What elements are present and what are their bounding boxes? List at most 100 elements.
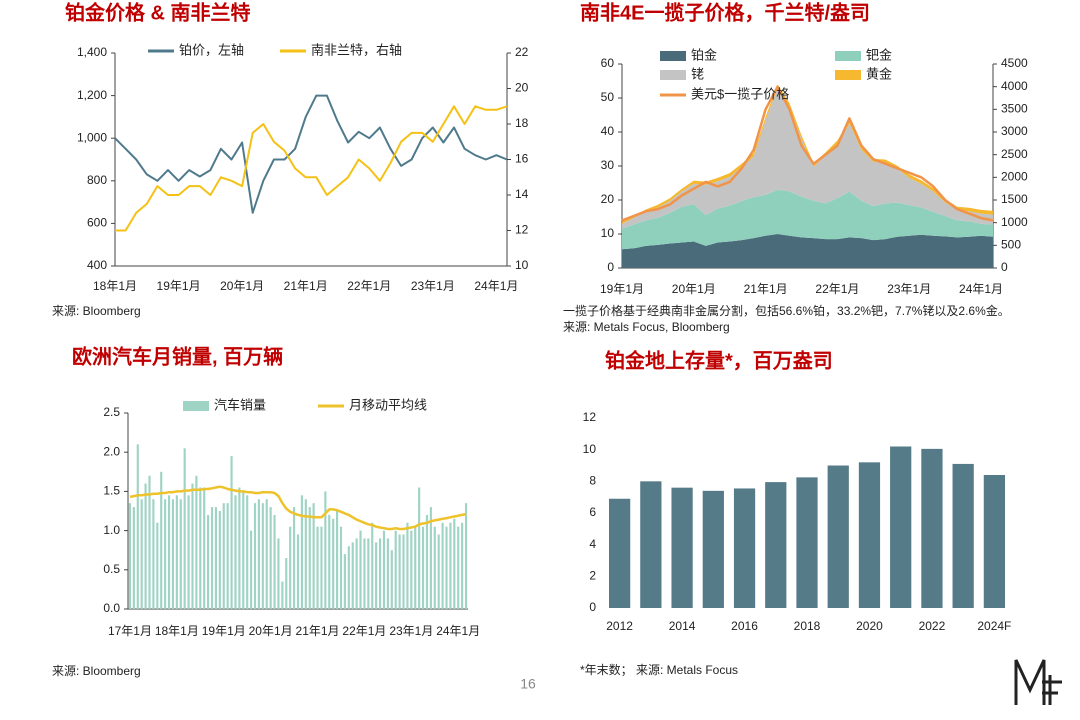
y-tick-label: 500	[1001, 238, 1021, 252]
bar	[308, 507, 311, 609]
line-series	[114, 94, 508, 214]
bar	[210, 507, 214, 609]
bar	[464, 503, 468, 609]
x-tick-label: 22年1月	[815, 282, 859, 296]
bar	[441, 522, 444, 609]
bar	[410, 530, 413, 609]
legend-label: 南非兰特，右轴	[311, 42, 402, 57]
bar	[285, 558, 288, 609]
legend-label: 钯金	[866, 47, 892, 62]
x-tick-label: 21年1月	[744, 282, 788, 296]
y-tick-label: 0.0	[103, 601, 120, 615]
x-tick-label: 23年1月	[389, 624, 433, 638]
bar	[332, 518, 335, 609]
bar	[386, 538, 389, 609]
x-tick-label: 20年1月	[672, 282, 716, 296]
bar	[394, 530, 397, 609]
bar	[218, 511, 221, 609]
bar	[367, 538, 370, 609]
bar	[160, 471, 163, 609]
bar	[289, 526, 292, 609]
y-tick-label: 40	[601, 124, 615, 138]
y-tick-label: 1.5	[103, 484, 120, 498]
y-tick-label: 12	[515, 223, 529, 237]
bar	[382, 530, 386, 609]
chart-title: 铂金地上存量*，百万盎司	[605, 348, 833, 372]
bar	[128, 503, 132, 609]
bar	[453, 518, 456, 609]
bar	[336, 511, 339, 609]
x-tick-label: 23年1月	[887, 282, 931, 296]
y-tick-label: 6	[589, 505, 596, 519]
y-tick-label: 1000	[1001, 215, 1028, 229]
x-tick-label: 2012	[606, 619, 633, 633]
y-tick-label: 1,200	[77, 88, 107, 102]
y-tick-label: 2.0	[103, 444, 120, 458]
y-tick-label: 18	[515, 116, 529, 130]
x-tick-label: 20年1月	[220, 279, 264, 293]
legend-label: 黄金	[866, 66, 892, 81]
legend-label: 铂价，左轴	[179, 42, 244, 57]
bar	[890, 446, 912, 608]
bar	[371, 522, 374, 609]
x-tick-label: 2016	[731, 619, 758, 633]
legend-label: 铂金	[691, 47, 717, 62]
x-tick-label: 2018	[794, 619, 821, 633]
x-tick-label: 22年1月	[347, 279, 391, 293]
x-tick-label: 19年1月	[202, 624, 246, 638]
note: 一揽子价格基于经典南非金属分割，包括56.6%铂，33.2%钯，7.7%铑以及2…	[563, 303, 1010, 318]
x-tick-label: 17年1月	[108, 624, 152, 638]
bar	[222, 503, 225, 609]
bar	[328, 514, 331, 609]
y-tick-label: 2.5	[103, 405, 120, 419]
bar	[414, 526, 417, 609]
bar	[418, 487, 421, 609]
bar	[132, 507, 135, 609]
y-tick-label: 4500	[1001, 56, 1028, 70]
x-tick-label: 21年1月	[296, 624, 340, 638]
bar	[164, 499, 167, 609]
bar	[179, 499, 182, 609]
bar	[230, 456, 233, 609]
source: 来源: Bloomberg	[52, 304, 141, 318]
y-tick-label: 400	[87, 258, 107, 272]
bar	[265, 499, 268, 609]
y-tick-label: 14	[515, 187, 529, 201]
bar	[269, 507, 272, 609]
y-tick-label: 1.0	[103, 523, 120, 537]
bar	[425, 514, 429, 609]
x-tick-label: 19年1月	[600, 282, 644, 296]
chart-title: 南非4E一揽子价格，千兰特/盎司	[580, 0, 870, 24]
x-tick-label: 24年1月	[436, 624, 480, 638]
bar	[398, 534, 401, 609]
bar	[148, 475, 151, 609]
area-series	[622, 234, 993, 268]
bar	[608, 498, 631, 608]
y-tick-label: 30	[601, 158, 615, 172]
y-tick-label: 0	[607, 260, 614, 274]
bar	[273, 514, 276, 609]
y-tick-label: 2500	[1001, 147, 1028, 161]
bar	[242, 491, 245, 609]
x-tick-label: 2020	[856, 619, 883, 633]
page-number: 16	[520, 676, 536, 692]
bar	[253, 503, 257, 609]
bar	[257, 499, 260, 609]
y-tick-label: 4000	[1001, 79, 1028, 93]
bar	[183, 448, 186, 609]
bar	[195, 475, 198, 609]
bar	[324, 491, 327, 609]
bar	[140, 499, 143, 609]
bar	[339, 526, 343, 609]
bar	[921, 448, 943, 608]
y-tick-label: 3500	[1001, 102, 1028, 116]
x-tick-label: 2022	[919, 619, 946, 633]
bar	[375, 542, 378, 609]
y-tick-label: 20	[515, 81, 529, 95]
bar	[402, 534, 405, 609]
legend-label: 汽车销量	[214, 397, 266, 412]
y-tick-label: 8	[589, 474, 596, 488]
y-tick-label: 0.5	[103, 562, 120, 576]
bar	[203, 487, 206, 609]
